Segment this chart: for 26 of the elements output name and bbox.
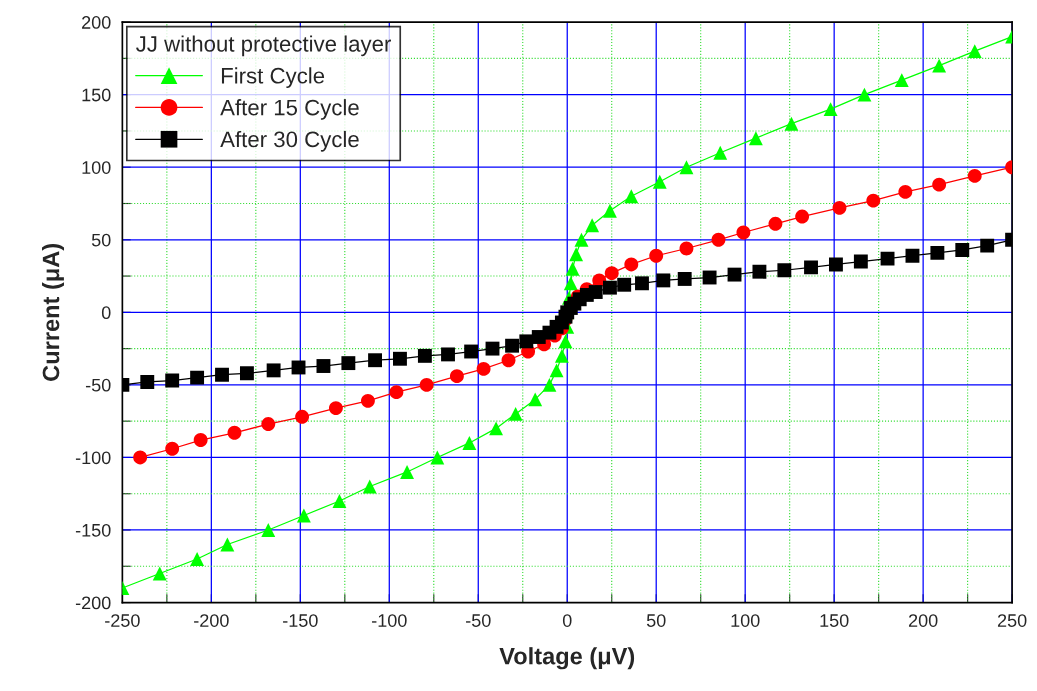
x-tick-label: 100	[731, 614, 760, 627]
x-tick-label: -250	[105, 614, 140, 627]
y-tick-label: -200	[75, 596, 111, 610]
y-tick-label: 150	[82, 88, 111, 102]
legend-title: JJ without protective layer	[136, 35, 391, 57]
y-tick-label: -50	[85, 378, 111, 392]
y-tick-label: 200	[82, 16, 111, 29]
x-tick-label: -100	[372, 614, 407, 627]
y-axis-title: Current (μA)	[42, 243, 65, 381]
legend-label: First Cycle	[221, 67, 325, 88]
y-tick-label: 0	[101, 306, 111, 320]
x-tick-label: 250	[997, 614, 1027, 627]
x-tick-label: -50	[466, 614, 491, 627]
legend-label: After 15 Cycle	[220, 99, 359, 120]
x-tick-label: -200	[194, 614, 229, 627]
x-tick-label: 0	[562, 614, 572, 627]
y-tick-label: -150	[75, 523, 111, 537]
x-tick-label: 50	[646, 614, 666, 627]
y-tick-label: -100	[75, 451, 111, 465]
x-tick-label: 200	[908, 614, 938, 627]
legend-label: After 30 Cycle	[220, 130, 359, 152]
x-tick-label: -150	[283, 614, 318, 627]
y-tick-label: 50	[91, 233, 111, 247]
x-axis-title: Voltage (μV)	[499, 647, 635, 670]
y-tick-label: 100	[82, 161, 111, 174]
x-tick-label: 150	[820, 614, 849, 627]
